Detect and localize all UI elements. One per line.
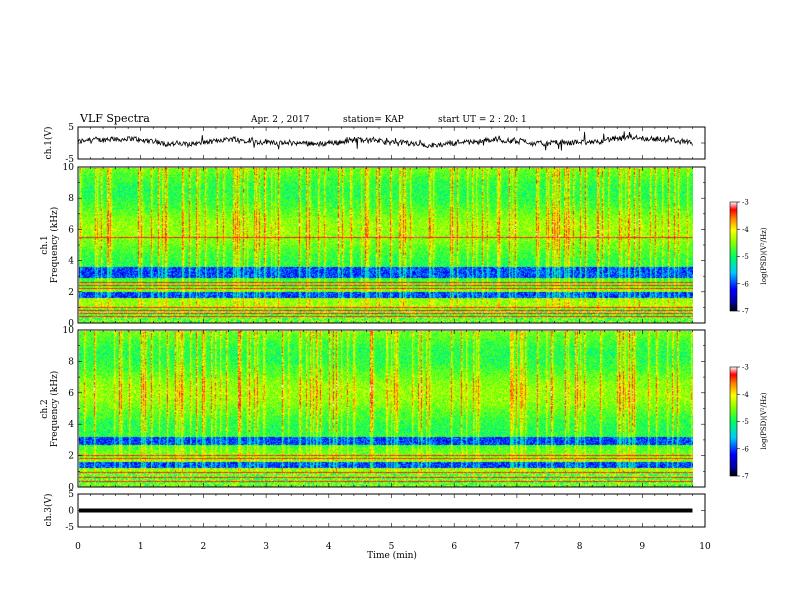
x-tick-label: 4 bbox=[326, 542, 332, 552]
panel-ch3-waveform: 5 0 -5 ch.3(V) bbox=[43, 490, 706, 533]
y-tick-label: 2 bbox=[68, 452, 74, 462]
colorbar-tick-label: -3 bbox=[742, 199, 749, 207]
panel-ch2-spectrogram: 0 2 4 6 8 10 ch.2 Frequency (kHz) bbox=[40, 326, 706, 493]
x-tick-label: 1 bbox=[138, 542, 144, 552]
colorbar-ch1: -3 -4 -5 -6 -7 log(PSD)(V²/Hz) bbox=[729, 199, 768, 316]
header-start-time: start UT = 2 : 20: 1 bbox=[438, 115, 527, 125]
x-tick-label: 8 bbox=[577, 542, 583, 552]
y-tick-label: -5 bbox=[65, 523, 74, 533]
y-tick-label: 5 bbox=[68, 123, 74, 133]
colorbar-tick-label: -4 bbox=[742, 391, 749, 399]
y-tick-label: 0 bbox=[68, 507, 74, 517]
colorbar-ch2: -3 -4 -5 -6 -7 log(PSD)(V²/Hz) bbox=[729, 364, 768, 481]
x-tick-label: 6 bbox=[451, 542, 457, 552]
colorbar-tick-label: -5 bbox=[742, 418, 749, 426]
x-tick-label: 5 bbox=[389, 542, 395, 552]
y-tick-label: 0 bbox=[68, 483, 74, 493]
y-axis-label-ch2: ch.2 bbox=[40, 399, 50, 418]
y-tick-label: 6 bbox=[68, 389, 74, 399]
y-tick-label: 6 bbox=[68, 225, 74, 235]
colorbar-tick-label: -5 bbox=[742, 253, 749, 261]
y-axis-label-ch1: ch.1 bbox=[40, 235, 50, 254]
y-tick-label: 4 bbox=[68, 420, 74, 430]
chart-title: VLF Spectra bbox=[79, 112, 150, 125]
x-axis-label: Time (min) bbox=[367, 550, 417, 561]
x-tick-label: 9 bbox=[639, 542, 645, 552]
x-tick-label: 10 bbox=[699, 542, 711, 552]
colorbar-ch2-label: log(PSD)(V²/Hz) bbox=[760, 392, 768, 449]
colorbar-tick-label: -6 bbox=[742, 280, 749, 288]
colorbar-tick-label: -7 bbox=[742, 473, 749, 481]
ch1-waveform-line bbox=[77, 131, 693, 151]
colorbar-ch2-gradient bbox=[729, 366, 738, 477]
header-station: station= KAP bbox=[343, 115, 404, 125]
x-tick-label: 7 bbox=[514, 542, 520, 552]
y-axis-label-ch3-voltage: ch.3(V) bbox=[43, 494, 54, 527]
colorbar-tick-label: -7 bbox=[742, 308, 749, 316]
header-date: Apr. 2 , 2017 bbox=[250, 115, 310, 125]
panel-ch1-spectrogram: 0 2 4 6 8 10 ch.1 Frequency (kHz) bbox=[40, 163, 706, 329]
y-tick-label: 10 bbox=[63, 326, 75, 336]
ch2-spectrogram-image bbox=[79, 331, 693, 487]
y-tick-label: 10 bbox=[63, 163, 75, 173]
y-tick-label: 2 bbox=[68, 288, 74, 298]
y-axis-label-frequency-1: Frequency (kHz) bbox=[49, 207, 60, 284]
colorbar-tick-label: -6 bbox=[742, 445, 749, 453]
ch1-spectrogram-image bbox=[79, 168, 693, 323]
x-tick-label: 0 bbox=[75, 542, 81, 552]
panel-ch1-waveform: 5 -5 ch.1(V) bbox=[43, 123, 706, 165]
colorbar-tick-label: -4 bbox=[742, 226, 749, 234]
y-tick-label: 8 bbox=[68, 194, 74, 204]
y-tick-label: -5 bbox=[65, 155, 74, 165]
y-axis-label-ch1-voltage: ch.1(V) bbox=[43, 127, 54, 160]
y-tick-label: 5 bbox=[68, 490, 74, 500]
y-tick-label: 0 bbox=[68, 319, 74, 329]
y-tick-label: 8 bbox=[68, 357, 74, 367]
x-tick-label: 2 bbox=[201, 542, 207, 552]
x-tick-labels: 0 1 2 3 4 5 6 7 8 9 10 bbox=[75, 542, 711, 552]
colorbar-ch1-label: log(PSD)(V²/Hz) bbox=[760, 227, 768, 284]
colorbar-tick-label: -3 bbox=[742, 364, 749, 372]
y-axis-label-frequency-2: Frequency (kHz) bbox=[49, 371, 60, 448]
x-tick-label: 3 bbox=[263, 542, 269, 552]
y-tick-label: 4 bbox=[68, 257, 74, 267]
colorbar-ch1-gradient bbox=[729, 201, 738, 312]
